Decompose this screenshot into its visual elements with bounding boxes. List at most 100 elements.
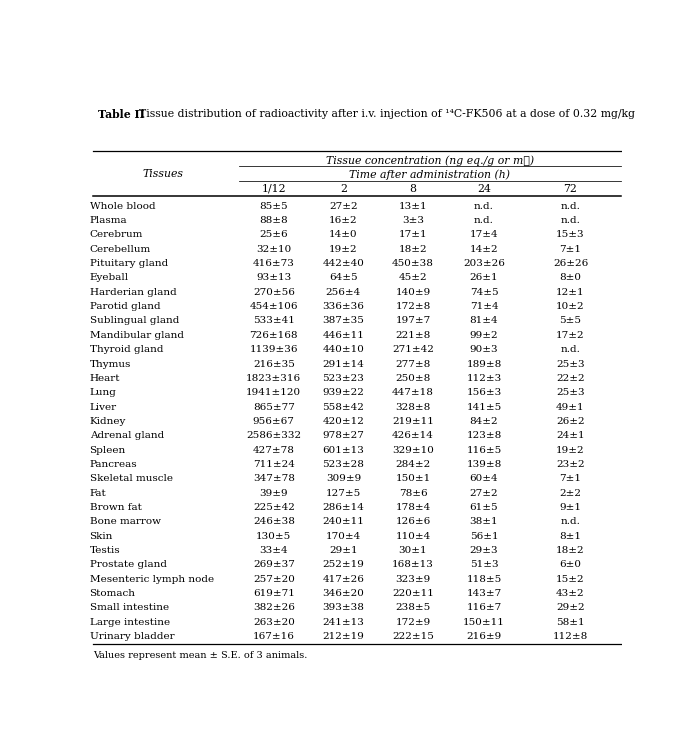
Text: 25±3: 25±3	[556, 388, 585, 397]
Text: 1941±120: 1941±120	[246, 388, 301, 397]
Text: 978±27: 978±27	[323, 432, 364, 441]
Text: 6±0: 6±0	[560, 560, 582, 569]
Text: 241±13: 241±13	[323, 618, 364, 627]
Text: 277±8: 277±8	[395, 360, 430, 369]
Text: 81±4: 81±4	[470, 316, 498, 325]
Text: 17±2: 17±2	[556, 331, 585, 340]
Text: 64±5: 64±5	[329, 274, 358, 283]
Text: Cerebellum: Cerebellum	[90, 245, 151, 254]
Text: Liver: Liver	[90, 402, 117, 411]
Text: Kidney: Kidney	[90, 417, 126, 426]
Text: 533±41: 533±41	[253, 316, 295, 325]
Text: 170±4: 170±4	[325, 532, 361, 541]
Text: 5±5: 5±5	[560, 316, 582, 325]
Text: 7±1: 7±1	[560, 245, 582, 254]
Text: 139±8: 139±8	[466, 460, 502, 469]
Text: 10±2: 10±2	[556, 302, 585, 311]
Text: 29±2: 29±2	[556, 604, 585, 613]
Text: n.d.: n.d.	[560, 345, 580, 355]
Text: n.d.: n.d.	[560, 518, 580, 527]
Text: 447±18: 447±18	[392, 388, 434, 397]
Text: 88±8: 88±8	[260, 216, 288, 225]
Text: 9±1: 9±1	[560, 503, 582, 512]
Text: 43±2: 43±2	[556, 589, 585, 598]
Text: 939±22: 939±22	[323, 388, 364, 397]
Text: n.d.: n.d.	[560, 216, 580, 225]
Text: 56±1: 56±1	[470, 532, 498, 541]
Text: 387±35: 387±35	[323, 316, 364, 325]
Text: 446±11: 446±11	[323, 331, 364, 340]
Text: 30±1: 30±1	[399, 546, 427, 555]
Text: 17±1: 17±1	[399, 230, 427, 239]
Text: 189±8: 189±8	[466, 360, 502, 369]
Text: 167±16: 167±16	[253, 632, 295, 641]
Text: Bone marrow: Bone marrow	[90, 518, 160, 527]
Text: 426±14: 426±14	[392, 432, 434, 441]
Text: 58±1: 58±1	[556, 618, 585, 627]
Text: Tissue concentration (ng eq./g or mℓ): Tissue concentration (ng eq./g or mℓ)	[326, 155, 534, 165]
Text: 450±38: 450±38	[392, 259, 434, 268]
Text: Skeletal muscle: Skeletal muscle	[90, 474, 173, 483]
Text: Mesenteric lymph node: Mesenteric lymph node	[90, 574, 214, 583]
Text: 454±106: 454±106	[249, 302, 298, 311]
Text: 2586±332: 2586±332	[246, 432, 301, 441]
Text: 85±5: 85±5	[260, 202, 288, 211]
Text: Heart: Heart	[90, 374, 120, 383]
Text: Thymus: Thymus	[90, 360, 131, 369]
Text: 16±2: 16±2	[329, 216, 358, 225]
Text: 523±23: 523±23	[323, 374, 364, 383]
Text: 263±20: 263±20	[253, 618, 295, 627]
Text: 256±4: 256±4	[325, 288, 361, 297]
Text: Table II: Table II	[98, 108, 145, 120]
Text: Whole blood: Whole blood	[90, 202, 155, 211]
Text: Eyeball: Eyeball	[90, 274, 129, 283]
Text: 17±4: 17±4	[470, 230, 498, 239]
Text: Small intestine: Small intestine	[90, 604, 169, 613]
Text: 420±12: 420±12	[323, 417, 364, 426]
Text: 26±1: 26±1	[470, 274, 498, 283]
Text: Harderian gland: Harderian gland	[90, 288, 176, 297]
Text: 12±1: 12±1	[556, 288, 585, 297]
Text: 329±10: 329±10	[392, 446, 434, 455]
Text: 93±13: 93±13	[256, 274, 292, 283]
Text: 118±5: 118±5	[466, 574, 502, 583]
Text: 417±26: 417±26	[323, 574, 364, 583]
Text: 32±10: 32±10	[256, 245, 292, 254]
Text: Parotid gland: Parotid gland	[90, 302, 160, 311]
Text: Urinary bladder: Urinary bladder	[90, 632, 174, 641]
Text: 252±19: 252±19	[323, 560, 364, 569]
Text: 84±2: 84±2	[470, 417, 498, 426]
Text: Plasma: Plasma	[90, 216, 127, 225]
Text: 221±8: 221±8	[395, 331, 430, 340]
Text: 172±9: 172±9	[395, 618, 430, 627]
Text: 150±1: 150±1	[395, 474, 430, 483]
Text: Tissue distribution of radioactivity after i.v. injection of ¹⁴C-FK506 at a dose: Tissue distribution of radioactivity aft…	[133, 108, 636, 119]
Text: Lung: Lung	[90, 388, 117, 397]
Text: Prostate gland: Prostate gland	[90, 560, 167, 569]
Text: Cerebrum: Cerebrum	[90, 230, 143, 239]
Text: 440±10: 440±10	[323, 345, 364, 355]
Text: 18±2: 18±2	[399, 245, 427, 254]
Text: 250±8: 250±8	[395, 374, 430, 383]
Text: 26±26: 26±26	[553, 259, 588, 268]
Text: 23±2: 23±2	[556, 460, 585, 469]
Text: 15±3: 15±3	[556, 230, 585, 239]
Text: 27±2: 27±2	[470, 488, 498, 497]
Text: 168±13: 168±13	[392, 560, 434, 569]
Text: 29±3: 29±3	[470, 546, 498, 555]
Text: Spleen: Spleen	[90, 446, 126, 455]
Text: 246±38: 246±38	[253, 518, 295, 527]
Text: 197±7: 197±7	[395, 316, 430, 325]
Text: 346±20: 346±20	[323, 589, 364, 598]
Text: 27±2: 27±2	[329, 202, 358, 211]
Text: 178±4: 178±4	[395, 503, 430, 512]
Text: 24: 24	[477, 184, 491, 194]
Text: 393±38: 393±38	[323, 604, 364, 613]
Text: Brown fat: Brown fat	[90, 503, 142, 512]
Text: 90±3: 90±3	[470, 345, 498, 355]
Text: 123±8: 123±8	[466, 432, 502, 441]
Text: 203±26: 203±26	[463, 259, 505, 268]
Text: 99±2: 99±2	[470, 331, 498, 340]
Text: 71±4: 71±4	[470, 302, 498, 311]
Text: 24±1: 24±1	[556, 432, 585, 441]
